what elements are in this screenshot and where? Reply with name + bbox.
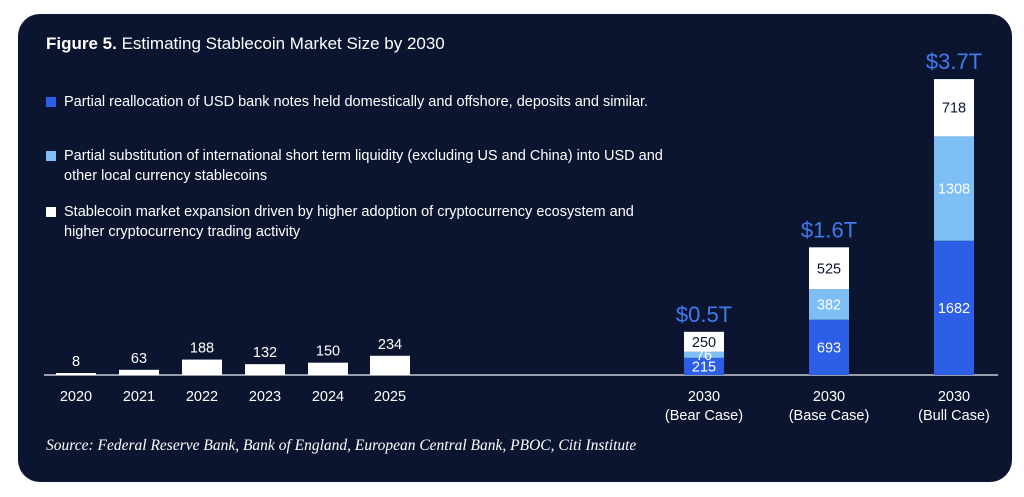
bar-value-2021: 63 [131, 351, 147, 367]
bar-2024 [308, 362, 348, 375]
total-label-bear: $0.5T [676, 302, 732, 327]
legend-swatch-expansion [46, 207, 56, 217]
bar-2021 [119, 369, 159, 375]
legend-text-expansion: Stablecoin market expansion driven by hi… [64, 204, 634, 240]
x-tick-2022: 2022 [186, 389, 218, 405]
x-tick-case-base: (Base Case) [789, 408, 870, 424]
segment-value-expansion-base: 525 [817, 261, 841, 277]
bar-value-2024: 150 [316, 344, 340, 360]
legend-text-international: Partial substitution of international sh… [64, 148, 663, 184]
bar-segment-international-base [809, 289, 849, 320]
bar-segment-domestic-base [809, 319, 849, 375]
segment-value-expansion-bull: 718 [942, 101, 966, 117]
x-tick-year-bull: 2030 [938, 389, 970, 405]
total-label-base: $1.6T [801, 217, 857, 242]
bar-value-2020: 8 [72, 354, 80, 370]
bar-segment-international-bear [684, 351, 724, 358]
total-label-bull: $3.7T [926, 49, 982, 74]
bar-segment-expansion-base [809, 247, 849, 290]
figure-label: Figure 5. [46, 34, 117, 53]
bar-segment-expansion-bear [684, 331, 724, 352]
legend-text-domestic: Partial reallocation of USD bank notes h… [64, 94, 649, 110]
segment-value-international-bear: 76 [696, 348, 712, 364]
bar-2020 [56, 373, 96, 375]
segment-value-domestic-base: 693 [817, 340, 841, 356]
x-tick-2021: 2021 [123, 389, 155, 405]
figure-card: Figure 5. Estimating Stablecoin Market S… [18, 14, 1012, 482]
segment-value-expansion-bear: 250 [692, 335, 716, 351]
x-tick-2023: 2023 [249, 389, 281, 405]
legend-swatch-international [46, 151, 56, 161]
source-note: Source: Federal Reserve Bank, Bank of En… [46, 437, 637, 454]
bar-value-2022: 188 [190, 341, 214, 357]
x-tick-case-bear: (Bear Case) [665, 408, 743, 424]
bar-value-2025: 234 [378, 337, 402, 353]
bar-segment-international-bull [934, 136, 974, 241]
x-tick-2024: 2024 [312, 389, 344, 405]
bar-2025 [370, 355, 410, 375]
x-tick-2020: 2020 [60, 389, 92, 405]
legend-swatch-domestic [46, 97, 56, 107]
figure-title-text: Estimating Stablecoin Market Size by 203… [121, 34, 445, 53]
segment-value-domestic-bear: 215 [692, 359, 716, 375]
bar-segment-domestic-bull [934, 240, 974, 375]
figure-title: Figure 5. Estimating Stablecoin Market S… [46, 34, 445, 54]
x-tick-2025: 2025 [374, 389, 406, 405]
segment-value-international-bull: 1308 [938, 182, 970, 198]
x-tick-case-bull: (Bull Case) [918, 408, 990, 424]
x-tick-year-bear: 2030 [688, 389, 720, 405]
stablecoin-chart: 8 2020 63 2021 188 2022 132 2023 150 2024 234 2025 2… [44, 49, 998, 424]
segment-value-domestic-bull: 1682 [938, 301, 970, 317]
bar-segment-domestic-bear [684, 357, 724, 375]
segment-value-international-base: 382 [817, 297, 841, 313]
bar-segment-expansion-bull [934, 79, 974, 137]
bar-value-2023: 132 [253, 345, 277, 361]
bar-2022 [182, 359, 222, 375]
bar-2023 [245, 364, 285, 375]
x-tick-year-base: 2030 [813, 389, 845, 405]
